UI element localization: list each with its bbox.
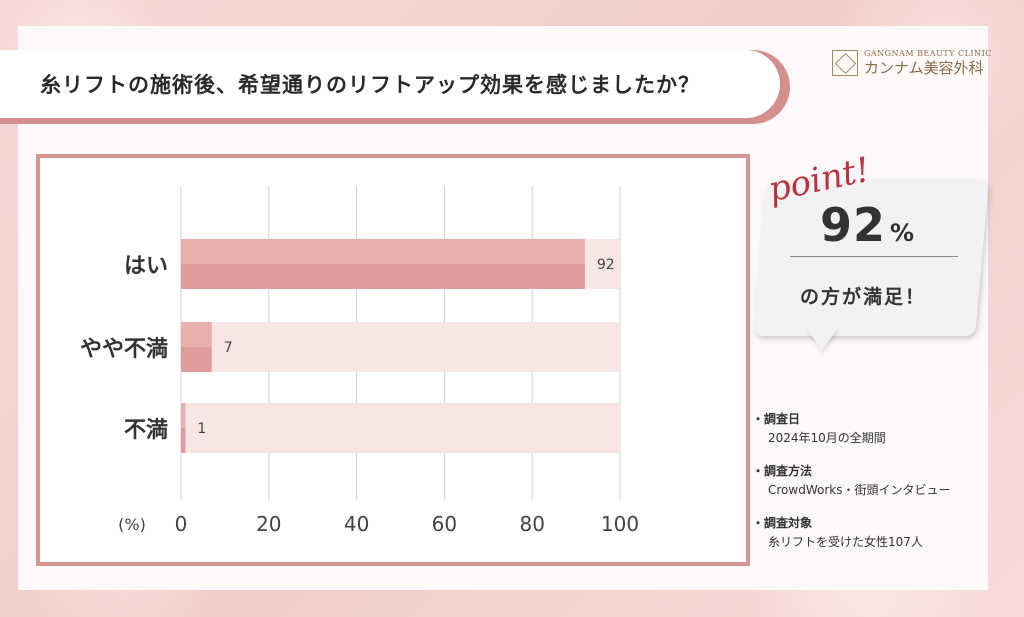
bar-highlight	[181, 239, 585, 264]
note-body: 糸リフトを受けた女性107人	[768, 535, 923, 549]
data-label: 1	[197, 421, 206, 437]
logo-japanese: カンナム美容外科	[864, 59, 984, 77]
note-date: 調査日 2024年10月の全期間	[752, 410, 1002, 446]
note-method: 調査方法 CrowdWorks・街頭インタビュー	[752, 462, 1002, 498]
point-callout: point! 92% の方が満足！	[753, 150, 990, 370]
tick-label: 80	[519, 512, 544, 536]
data-label: 7	[224, 340, 233, 356]
note-body: 2024年10月の全期間	[768, 431, 886, 445]
tick-label: 60	[432, 512, 457, 536]
category-label: はい	[124, 254, 168, 279]
bubble-divider	[790, 256, 958, 257]
point-value: 92%	[820, 198, 916, 252]
clinic-logo: GANGNAM BEAUTY CLINIC カンナム美容外科	[832, 50, 992, 76]
category-label: 不満	[124, 417, 168, 443]
category-label: やや不満	[80, 336, 168, 362]
note-target: 調査対象 糸リフトを受けた女性107人	[752, 514, 1002, 550]
data-label: 92	[597, 257, 615, 273]
tick-label: 20	[256, 512, 281, 536]
logo-mark-icon	[832, 50, 858, 76]
page-title: 糸リフトの施術後、希望通りのリフトアップ効果を感じましたか？	[0, 50, 780, 118]
note-head: 調査日	[752, 410, 1002, 427]
tick-label: 100	[601, 512, 639, 536]
x-axis-label: (%)	[118, 515, 146, 534]
note-body: CrowdWorks・街頭インタビュー	[768, 483, 951, 497]
tick-label: 0	[175, 512, 188, 536]
note-head: 調査方法	[752, 462, 1002, 479]
bar-track	[181, 322, 620, 372]
speech-bubble-tail	[806, 328, 838, 350]
tick-label: 40	[344, 512, 369, 536]
bar-highlight	[181, 322, 212, 347]
logo-english: GANGNAM BEAUTY CLINIC	[864, 49, 992, 58]
point-caption: の方が満足！	[800, 286, 927, 308]
bar-track	[181, 403, 620, 453]
note-head: 調査対象	[752, 514, 1002, 531]
survey-notes: 調査日 2024年10月の全期間 調査方法 CrowdWorks・街頭インタビュ…	[752, 410, 1002, 566]
bar-highlight	[181, 403, 186, 428]
point-unit: %	[890, 219, 916, 247]
